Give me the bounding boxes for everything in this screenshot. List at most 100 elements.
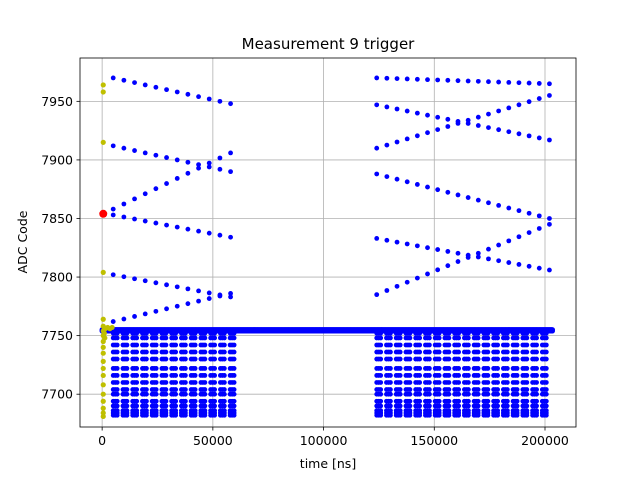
- data-point: [445, 116, 451, 122]
- data-point: [114, 335, 120, 341]
- data-point: [153, 84, 159, 90]
- data-point: [378, 398, 384, 404]
- data-point: [446, 391, 452, 397]
- data-point: [446, 342, 452, 348]
- data-point: [231, 335, 237, 341]
- data-point: [163, 335, 169, 341]
- data-point: [388, 373, 393, 378]
- data-point: [485, 387, 491, 392]
- data-point: [514, 356, 520, 362]
- data-point: [121, 145, 127, 151]
- data-point: [163, 349, 169, 355]
- data-point: [100, 405, 106, 411]
- data-point: [164, 306, 169, 312]
- data-point: [547, 81, 552, 87]
- data-point: [485, 366, 491, 371]
- data-point: [486, 256, 491, 262]
- data-point: [495, 366, 501, 371]
- data-point: [132, 276, 137, 282]
- data-point: [163, 342, 169, 348]
- data-point: [475, 398, 481, 404]
- data-point: [397, 403, 403, 409]
- data-point: [378, 349, 384, 355]
- data-point: [435, 187, 441, 193]
- data-point: [124, 380, 130, 385]
- data-point: [436, 356, 442, 362]
- data-point: [414, 110, 420, 116]
- data-point: [543, 366, 549, 371]
- data-point: [425, 112, 430, 118]
- data-point: [436, 366, 442, 371]
- data-point: [132, 196, 137, 202]
- data-point: [506, 105, 512, 111]
- data-point: [495, 380, 501, 385]
- data-point: [102, 335, 108, 341]
- data-point: [173, 380, 179, 385]
- data-point: [231, 387, 237, 392]
- data-point: [445, 77, 451, 83]
- grid: [80, 58, 576, 427]
- data-point: [132, 216, 137, 222]
- data-point: [231, 398, 237, 404]
- data-point: [524, 349, 530, 355]
- data-point: [465, 408, 471, 413]
- data-point: [506, 205, 512, 211]
- data-point: [524, 380, 530, 385]
- trigger-point: [99, 209, 108, 218]
- data-point: [436, 373, 442, 378]
- data-point: [185, 159, 191, 165]
- data-point: [549, 328, 556, 334]
- data-point: [543, 408, 549, 413]
- data-point: [475, 380, 481, 385]
- data-point: [417, 408, 423, 413]
- data-point: [144, 398, 149, 404]
- data-point: [506, 260, 512, 265]
- data-point: [465, 195, 471, 200]
- data-point: [417, 398, 423, 404]
- data-point: [436, 398, 442, 404]
- data-point: [183, 391, 188, 397]
- data-point: [378, 408, 384, 413]
- data-point: [543, 403, 549, 409]
- data-point: [495, 356, 501, 362]
- data-point: [163, 356, 169, 362]
- data-point: [144, 373, 149, 378]
- data-point: [547, 267, 552, 273]
- data-point: [134, 387, 140, 392]
- data-point: [173, 398, 179, 404]
- data-point: [144, 408, 149, 413]
- data-point: [475, 366, 481, 371]
- data-point: [504, 342, 510, 348]
- data-point: [231, 403, 237, 409]
- data-point: [206, 230, 212, 236]
- data-point: [374, 171, 380, 177]
- data-point: [217, 293, 223, 299]
- data-point: [446, 373, 452, 378]
- data-point: [427, 366, 432, 371]
- data-point: [407, 398, 413, 404]
- data-point: [404, 279, 410, 285]
- data-point: [124, 356, 130, 362]
- data-point: [196, 94, 201, 100]
- data-point: [504, 373, 510, 378]
- data-point: [121, 316, 127, 322]
- data-point: [196, 228, 201, 234]
- data-point: [485, 380, 491, 385]
- data-point: [144, 356, 149, 362]
- data-point: [217, 98, 223, 104]
- data-point: [456, 398, 462, 404]
- data-point: [196, 165, 201, 171]
- data-point: [163, 403, 169, 409]
- data-point: [384, 104, 390, 110]
- data-point: [374, 292, 380, 298]
- data-point: [114, 387, 120, 392]
- data-point: [388, 408, 393, 413]
- data-point: [543, 380, 549, 385]
- data-point: [446, 403, 452, 409]
- data-point: [506, 129, 512, 135]
- data-point: [374, 75, 380, 81]
- data-point: [456, 387, 462, 392]
- data-point: [427, 387, 432, 392]
- data-point: [427, 380, 432, 385]
- data-point: [114, 342, 120, 348]
